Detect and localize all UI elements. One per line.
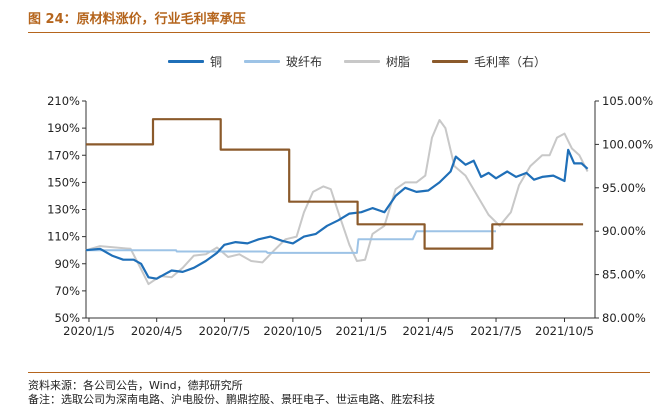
legend-swatch-resin [344,59,381,63]
y-left-tick-label: 70% [54,284,80,298]
y-right-tick-label: 85.00% [602,268,646,282]
legend-item-gross-margin: 毛利率（右） [432,53,546,70]
x-tick-label: 2020/4/5 [131,324,183,338]
legend-item-resin: 树脂 [344,53,410,70]
y-left-tick-label: 210% [47,94,80,108]
series-line-glass-fiber [86,230,496,254]
series-line-copper [85,148,589,280]
y-right-tick-label: 100.00% [602,137,653,151]
legend-label-gross-margin: 毛利率（右） [474,54,547,69]
x-tick-label: 2020/10/5 [263,324,322,338]
y-right-tick-label: 105.00% [602,94,653,108]
legend-label-copper: 铜 [210,54,223,69]
legend-item-glass-fiber: 玻纤布 [244,53,322,70]
series-line-resin [85,119,589,286]
x-tick-label: 2020/1/5 [63,324,115,338]
legend-swatch-glass-fiber [244,59,281,63]
x-tick-label: 2021/4/5 [402,324,454,338]
x-tick-label: 2020/7/5 [199,324,251,338]
y-left-tick-label: 90% [54,257,80,271]
title-divider [28,32,650,33]
legend-label-resin: 树脂 [386,54,411,69]
y-left-tick-label: 50% [54,311,80,325]
y-left-tick-label: 110% [47,230,80,244]
x-tick-label: 2021/1/5 [336,324,388,338]
note-text: 备注：选取公司为深南电路、沪电股份、鹏鼎控股、景旺电子、世运电路、胜宏科技 [28,393,435,404]
y-right-tick-label: 95.00% [602,181,646,195]
footer-divider [28,372,650,373]
x-tick-label: 2021/7/5 [470,324,522,338]
legend-swatch-gross-margin [432,59,469,63]
y-right-tick-label: 90.00% [602,224,646,238]
legend-item-copper: 铜 [168,53,222,70]
y-left-tick-label: 190% [47,121,80,135]
y-right-tick-label: 80.00% [602,311,646,325]
figure-title: 图 24：原材料涨价，行业毛利率承压 [28,12,246,27]
y-left-tick-label: 130% [47,203,80,217]
y-left-tick-label: 150% [47,175,80,189]
legend-swatch-copper [168,59,204,63]
source-text: 资料来源：各公司公告，Wind，德邦研究所 [28,379,243,392]
legend-label-glass-fiber: 玻纤布 [286,54,323,69]
chart-legend: 铜 玻纤布 树脂 毛利率（右） [168,52,568,70]
y-left-tick-label: 170% [47,148,80,162]
x-tick-label: 2021/10/5 [535,324,594,338]
series-line-gross-margin [86,118,584,250]
